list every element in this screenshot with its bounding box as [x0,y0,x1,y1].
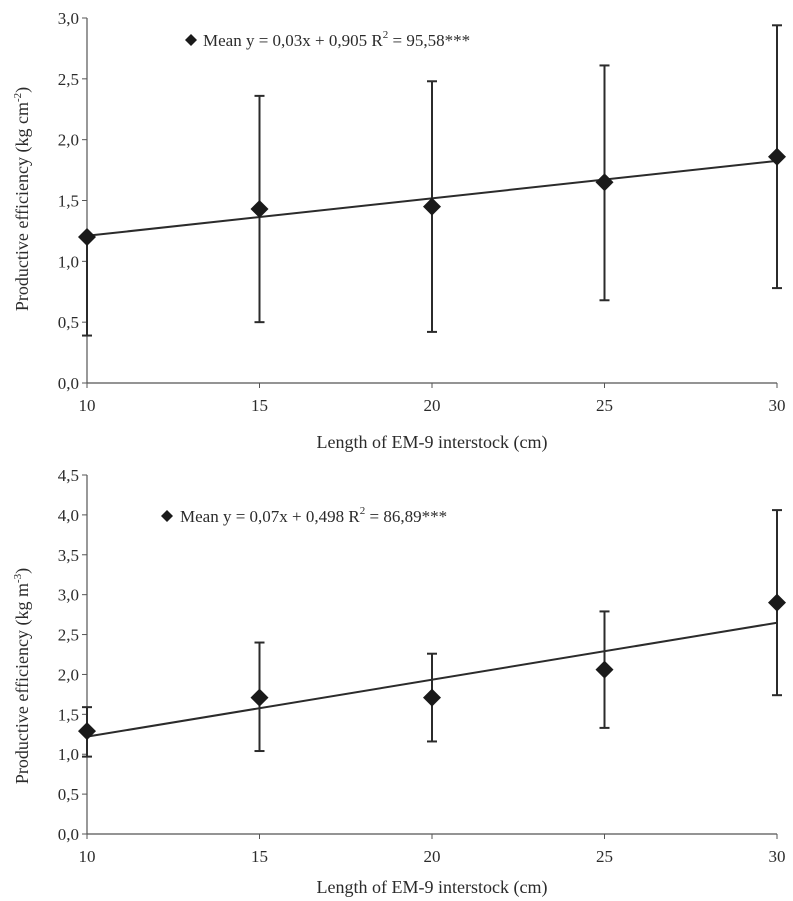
chart-bottom: 0,0 0,5 1,0 1,5 2,0 2,5 3,0 3,5 4,0 4,5 10 15 20 25 3… [12,466,786,898]
y-tick-label: 0,5 [58,785,79,804]
y-axis-label: Productive efficiency (kg cm-2) [12,87,33,311]
chart-top-errorbars [82,24,782,337]
data-point-diamond-icon [768,147,786,166]
chart-top-legend: Mean y = 0,03x + 0,905 R2 = 95,58*** [185,29,470,50]
x-tick-label: 15 [251,396,268,415]
chart-bottom-yticks: 0,0 0,5 1,0 1,5 2,0 2,5 3,0 3,5 4,0 4,5 [58,466,87,844]
x-tick-label: 30 [769,396,786,415]
data-point-diamond-icon [595,173,614,192]
y-tick-label: 4,5 [58,466,79,485]
data-point-diamond-icon [250,200,269,219]
y-tick-label: 2,5 [58,626,79,645]
data-point-diamond-icon [768,593,786,612]
data-point-diamond-icon [423,688,441,707]
chart-top-xticks: 10 15 20 25 30 [79,383,786,415]
data-point-diamond-icon [595,660,614,679]
y-tick-label: 0,0 [58,825,79,844]
y-tick-label: 1,0 [58,252,79,271]
y-axis-label: Productive efficiency (kg m-3) [12,568,33,784]
x-tick-label: 10 [79,396,96,415]
y-tick-label: 0,0 [58,374,79,393]
chart-top: 0,0 0,5 1,0 1,5 2,0 2,5 3,0 10 15 20 25 30 Mean y … [12,9,786,453]
y-tick-label: 3,0 [58,586,79,605]
x-tick-label: 25 [596,396,613,415]
y-tick-label: 1,0 [58,745,79,764]
legend-diamond-icon [161,510,173,522]
y-tick-label: 1,5 [58,705,79,724]
y-tick-label: 2,0 [58,665,79,684]
chart-bottom-legend: Mean y = 0,07x + 0,498 R2 = 86,89*** [161,505,447,526]
y-tick-label: 0,5 [58,313,79,332]
data-point-diamond-icon [250,688,269,707]
x-axis-label: Length of EM-9 interstock (cm) [317,877,548,898]
data-point-diamond-icon [78,228,96,246]
chart-bottom-xticks: 10 15 20 25 30 [79,834,786,866]
legend-text: Mean y = 0,03x + 0,905 R2 = 95,58*** [203,29,470,50]
data-point-diamond-icon [423,197,441,216]
x-tick-label: 20 [424,847,441,866]
y-tick-label: 1,5 [58,192,79,211]
y-tick-label: 3,0 [58,9,79,28]
x-tick-label: 25 [596,847,613,866]
y-tick-label: 3,5 [58,546,79,565]
y-tick-label: 2,5 [58,70,79,89]
x-axis-label: Length of EM-9 interstock (cm) [317,432,548,453]
y-tick-label: 2,0 [58,131,79,150]
data-point-diamond-icon [78,722,96,741]
trend-line [86,621,778,738]
chart-top-yticks: 0,0 0,5 1,0 1,5 2,0 2,5 3,0 [58,9,87,393]
y-tick-label: 4,0 [58,506,79,525]
chart-top-points [78,147,786,246]
legend-text: Mean y = 0,07x + 0,498 R2 = 86,89*** [180,505,447,526]
x-tick-label: 30 [769,847,786,866]
x-tick-label: 20 [424,396,441,415]
x-tick-label: 15 [251,847,268,866]
legend-diamond-icon [185,34,197,46]
chart-bottom-points [78,593,786,741]
chart-bottom-trendline [86,621,778,738]
x-tick-label: 10 [79,847,96,866]
